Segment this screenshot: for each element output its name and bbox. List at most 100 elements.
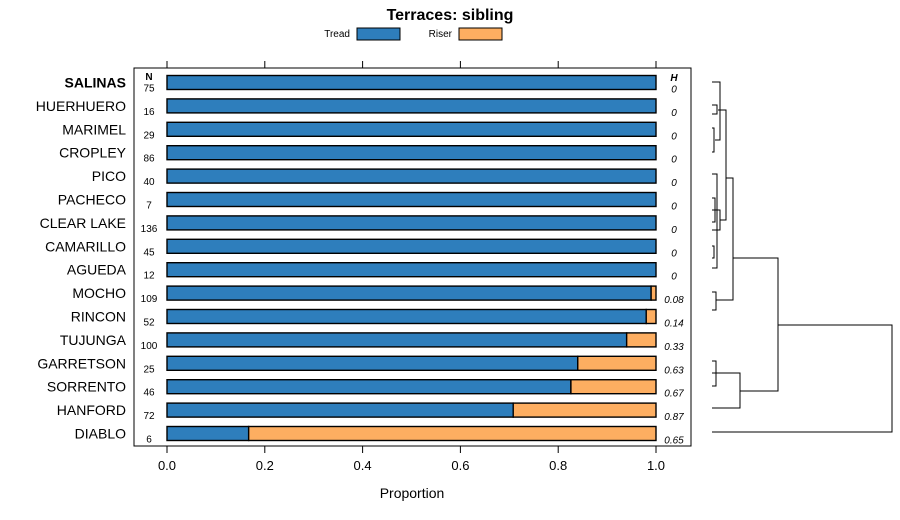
bar-segment-tread [166, 238, 657, 255]
n-value: 12 [143, 271, 155, 282]
x-axis-label: Proportion [380, 485, 445, 501]
category-label: HANFORD [57, 402, 126, 418]
n-value: 75 [143, 84, 155, 95]
category-label: SALINAS [65, 75, 126, 91]
bar-segment-tread [166, 121, 657, 138]
category-label: HUERHUERO [36, 98, 126, 114]
n-value: 7 [146, 201, 152, 212]
category-label: RINCON [71, 309, 126, 325]
category-label: CLEAR LAKE [40, 215, 126, 231]
bar-segment-tread [166, 308, 647, 325]
dendrogram-branch [712, 173, 718, 269]
n-value: 109 [141, 294, 158, 305]
bar-row: CAMARILLO 45 0 [45, 238, 677, 259]
dendrogram-branch [712, 104, 718, 115]
n-value: 25 [143, 364, 155, 375]
h-value: 0.08 [664, 295, 684, 306]
n-value: 72 [143, 411, 155, 422]
n-value: 29 [143, 130, 155, 141]
x-tick-label: 0.4 [354, 458, 372, 473]
bar-segment-riser [247, 425, 657, 442]
category-label: SORRENTO [47, 379, 126, 395]
bar-segment-tread [166, 355, 579, 371]
n-value: 86 [143, 154, 155, 165]
category-label: MARIMEL [62, 121, 126, 137]
bar-row: HANFORD 72 0.87 [57, 402, 684, 423]
h-value: 0 [671, 202, 677, 213]
x-tick-label: 0.8 [549, 458, 567, 473]
dendrogram-branch [716, 177, 734, 301]
dendrogram-branch [712, 81, 721, 141]
bar-segment-riser [625, 332, 657, 348]
chart-title: Terraces: sibling [387, 7, 514, 24]
h-value: 0 [671, 225, 677, 236]
bar-segment-riser [645, 308, 657, 325]
dendrogram-branch [718, 109, 727, 221]
bar-row: PACHECO 7 0 [58, 192, 677, 213]
h-value: 0.87 [664, 412, 684, 423]
bar-rows: SALINAS 75 0 HUERHUERO 16 0 MARIMEL 29 0 CROPLEY 8… [36, 75, 684, 447]
n-value: 45 [143, 247, 155, 258]
h-value: 0 [671, 85, 677, 96]
dendrogram-branch [712, 209, 721, 231]
bar-row: HUERHUERO 16 0 [36, 98, 677, 119]
bar-segment-tread [166, 215, 657, 231]
bar-segment-tread [166, 332, 628, 348]
bar-segment-riser [570, 379, 657, 395]
h-value: 0.67 [664, 389, 684, 400]
dendrogram-branch [712, 291, 717, 311]
bar-row: GARRETSON 25 0.63 [37, 355, 684, 376]
h-value: 0 [671, 155, 677, 166]
x-tick-label: 1.0 [647, 458, 665, 473]
h-value: 0.14 [664, 319, 684, 330]
category-label: TUJUNGA [60, 332, 127, 348]
bar-row: SORRENTO 46 0.67 [47, 379, 684, 400]
legend: Tread Riser [324, 27, 503, 41]
n-column-header: N [145, 72, 152, 83]
category-label: PACHECO [58, 192, 126, 208]
bar-row: CROPLEY 86 0 [59, 145, 677, 166]
bar-segment-tread [166, 285, 652, 301]
h-value: 0.33 [664, 342, 684, 353]
bar-row: PICO 40 0 [92, 168, 677, 189]
bar-segment-tread [166, 168, 657, 184]
bar-segment-tread [166, 144, 657, 161]
dendrogram-branch [733, 257, 779, 392]
n-value: 6 [146, 435, 152, 446]
category-label: AGUEDA [67, 262, 127, 278]
bar-segment-tread [166, 262, 657, 278]
bar-row: AGUEDA 12 0 [67, 262, 677, 283]
x-tick-label: 0.6 [451, 458, 469, 473]
bar-segment-tread [166, 74, 657, 91]
dendrogram [712, 81, 893, 433]
n-value: 136 [141, 224, 158, 235]
bar-segment-tread [166, 98, 657, 114]
bar-segment-riser [512, 402, 657, 418]
bar-segment-riser [577, 355, 657, 371]
category-label: PICO [92, 168, 126, 184]
h-column-header: H [670, 73, 678, 84]
bar-row: CLEAR LAKE 136 0 [40, 215, 678, 236]
bar-row: MARIMEL 29 0 [62, 121, 677, 142]
plot-frame [133, 67, 692, 447]
n-value: 40 [143, 177, 155, 188]
legend-label-tread: Tread [324, 29, 350, 40]
h-value: 0 [671, 248, 677, 259]
legend-swatch-riser [458, 27, 503, 41]
n-value: 100 [141, 341, 158, 352]
category-label: CAMARILLO [45, 238, 126, 254]
legend-swatch-tread [356, 27, 401, 41]
h-value: 0 [671, 272, 677, 283]
dendrogram-branch [712, 324, 893, 433]
bar-segment-riser [650, 285, 657, 301]
x-tick-label: 0.0 [158, 458, 176, 473]
x-axis: 0.0 0.2 0.4 0.6 0.8 1.0 [158, 61, 665, 473]
bar-row: MOCHO 109 0.08 [72, 285, 684, 306]
h-value: 0 [671, 108, 677, 119]
dendrogram-branch [712, 245, 715, 259]
n-value: 46 [143, 388, 155, 399]
bar-row: DIABLO 6 0.65 [75, 426, 685, 447]
bar-row: TUJUNGA 100 0.33 [60, 332, 684, 353]
category-label: CROPLEY [59, 145, 127, 161]
